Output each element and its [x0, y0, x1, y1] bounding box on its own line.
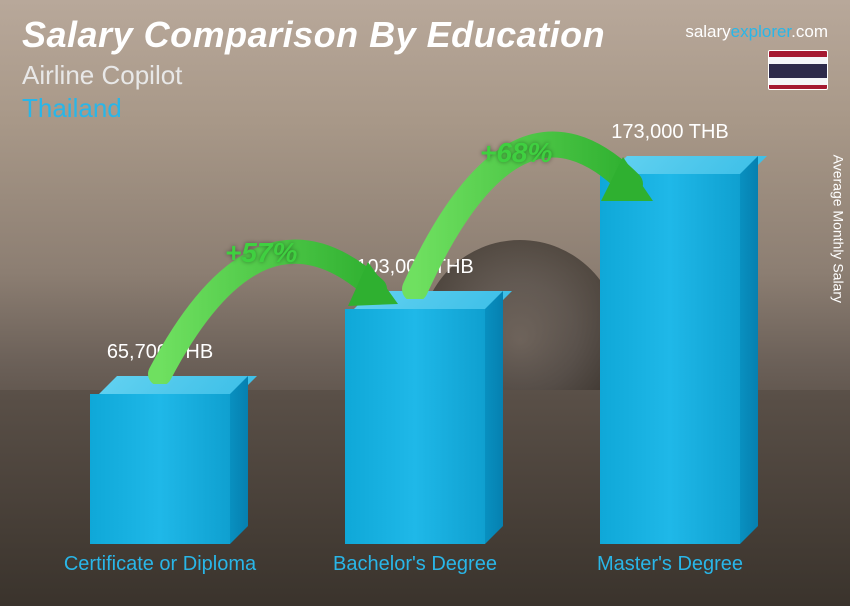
brand-logo: salaryexplorer.com: [685, 22, 828, 42]
bar-value: 65,700 THB: [60, 341, 260, 364]
brand-part1: salary: [685, 22, 730, 41]
chart-country: Thailand: [22, 93, 828, 124]
y-axis-label: Average Monthly Salary: [830, 155, 846, 303]
bar-chart: 65,700 THB Certificate or Diploma 103,00…: [40, 150, 780, 544]
bar-value: 103,000 THB: [315, 256, 515, 279]
chart-subtitle: Airline Copilot: [22, 60, 828, 91]
bar-value: 173,000 THB: [570, 121, 770, 144]
bar-label: Master's Degree: [570, 552, 770, 576]
bar-label: Certificate or Diploma: [60, 552, 260, 576]
brand-part3: .com: [791, 22, 828, 41]
brand-part2: explorer: [731, 22, 791, 41]
increase-label: +57%: [225, 237, 297, 269]
bar-label: Bachelor's Degree: [315, 552, 515, 576]
increase-label: +68%: [480, 137, 552, 169]
thailand-flag-icon: [768, 50, 828, 90]
